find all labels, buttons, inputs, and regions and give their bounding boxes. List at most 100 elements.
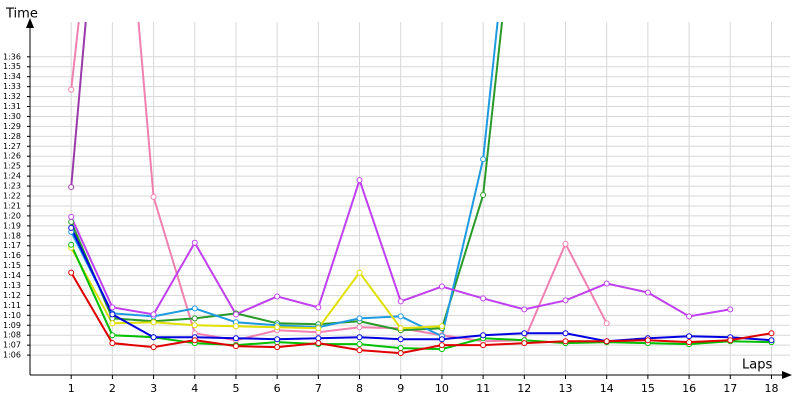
x-tick-label: 3 [150, 382, 157, 395]
point [274, 336, 281, 343]
point [68, 224, 75, 231]
point [438, 336, 445, 343]
point [315, 304, 322, 311]
point [480, 342, 487, 349]
x-tick-label: 15 [641, 382, 655, 395]
series-line [70, 22, 87, 188]
point [438, 323, 445, 330]
point [68, 86, 75, 93]
point [397, 325, 404, 332]
y-tick-label: 1:33 [3, 82, 21, 91]
series-line [70, 22, 499, 338]
y-tick-label: 1:28 [3, 132, 21, 141]
y-tick-label: 1:15 [3, 261, 21, 270]
y-tick-label: 1:10 [3, 311, 21, 320]
point [315, 335, 322, 342]
series-line [70, 247, 442, 330]
y-tick-label: 1:19 [3, 221, 21, 230]
point [315, 340, 322, 347]
point [315, 325, 322, 332]
x-tick-label: 14 [600, 382, 614, 395]
point [109, 332, 116, 339]
x-tick-label: 4 [191, 382, 198, 395]
point [727, 337, 734, 344]
point [150, 334, 157, 341]
series-line [70, 22, 504, 332]
point [150, 194, 157, 201]
point [68, 213, 75, 220]
y-tick-label: 1:35 [3, 62, 21, 71]
point [644, 337, 651, 344]
point [150, 319, 157, 326]
point [356, 324, 363, 331]
point [603, 338, 610, 345]
point [397, 313, 404, 320]
y-tick-label: 1:11 [3, 301, 21, 310]
point [521, 330, 528, 337]
point [356, 341, 363, 348]
y-tick-label: 1:36 [3, 52, 21, 61]
point [562, 240, 569, 247]
y-tick-label: 1:07 [3, 341, 21, 350]
x-tick-label: 9 [397, 382, 404, 395]
y-tick-label: 1:25 [3, 162, 21, 171]
y-tick-label: 1:09 [3, 321, 21, 330]
point [521, 340, 528, 347]
x-tick-label: 12 [517, 382, 531, 395]
y-tick-label: 1:34 [3, 72, 21, 81]
point [274, 344, 281, 351]
y-tick-label: 1:16 [3, 251, 21, 260]
point [68, 218, 75, 225]
point [68, 241, 75, 248]
point [191, 322, 198, 329]
x-axis-title: Laps [742, 358, 772, 373]
plot-area [68, 22, 775, 357]
x-tick-label: 17 [723, 382, 737, 395]
point [562, 330, 569, 337]
point [232, 311, 239, 318]
point [397, 345, 404, 352]
x-tick-label: 2 [109, 382, 116, 395]
point [686, 333, 693, 340]
x-tick-label: 8 [356, 382, 363, 395]
point [438, 342, 445, 349]
point [768, 330, 775, 337]
point [480, 295, 487, 302]
y-tick-label: 1:20 [3, 211, 21, 220]
y-tick-label: 1:26 [3, 152, 21, 161]
point [480, 332, 487, 339]
y-tick-label: 1:17 [3, 241, 21, 250]
series-line [70, 22, 608, 343]
point [356, 177, 363, 184]
x-tick-label: 13 [559, 382, 573, 395]
x-tick-label: 18 [764, 382, 778, 395]
point [274, 293, 281, 300]
point [274, 324, 281, 331]
point [356, 269, 363, 276]
point [232, 343, 239, 350]
x-tick-label: 10 [435, 382, 449, 395]
point [150, 344, 157, 351]
point [480, 192, 487, 199]
point [191, 315, 198, 322]
point [562, 338, 569, 345]
y-tick-label: 1:13 [3, 281, 21, 290]
x-tick-label: 1 [68, 382, 75, 395]
point [603, 280, 610, 287]
y-tick-label: 1:06 [3, 351, 21, 360]
point [68, 269, 75, 276]
y-tick-label: 1:23 [3, 182, 21, 191]
point [356, 315, 363, 322]
y-arrow [26, 18, 34, 28]
point [356, 334, 363, 341]
series-line [70, 227, 772, 343]
point [232, 323, 239, 330]
x-tick-label: 5 [232, 382, 239, 395]
y-tick-label: 1:14 [3, 271, 21, 280]
point [109, 311, 116, 318]
point [109, 304, 116, 311]
y-tick-label: 1:30 [3, 112, 21, 121]
y-tick-label: 1:31 [3, 102, 21, 111]
point [150, 311, 157, 318]
